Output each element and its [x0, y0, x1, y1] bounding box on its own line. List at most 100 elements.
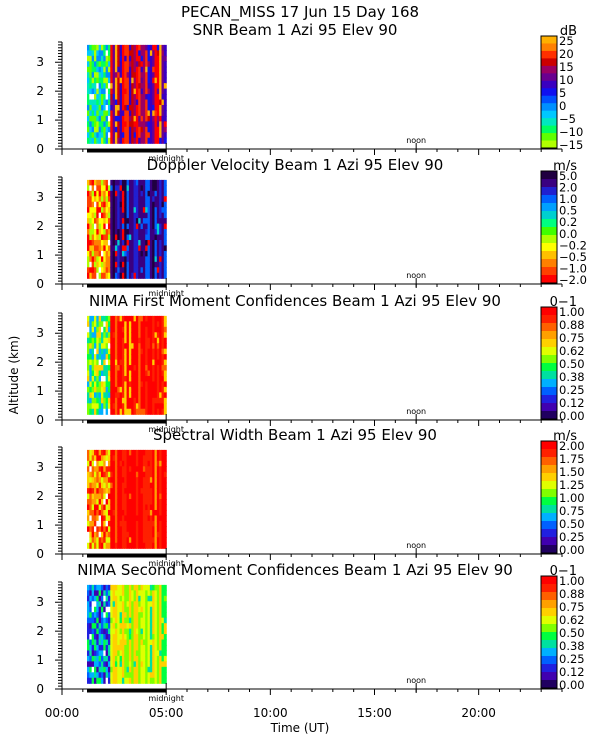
heatmap-cell — [149, 239, 153, 247]
heatmap-cell — [91, 612, 95, 619]
heatmap-cell — [145, 343, 149, 350]
heatmap-cell — [133, 250, 137, 257]
heatmap-cell — [112, 520, 116, 527]
colorbar-swatch — [541, 371, 557, 380]
heatmap-cell — [91, 628, 95, 635]
heatmap-cell — [147, 44, 151, 51]
heatmap-cell — [126, 83, 130, 90]
heatmap-cell — [119, 655, 123, 662]
heatmap-cell — [107, 229, 111, 236]
heatmap-cell — [156, 584, 160, 591]
heatmap-cell — [149, 66, 153, 73]
heatmap-cell — [105, 584, 109, 591]
colorbar-swatch — [541, 331, 557, 340]
heatmap-cell — [128, 386, 132, 393]
heatmap-cell — [96, 493, 100, 500]
colorbar-frame — [540, 306, 558, 420]
heatmap-cell — [161, 493, 165, 500]
heatmap-cell — [156, 617, 160, 624]
heatmap-cell — [156, 332, 160, 339]
heatmap-cell — [96, 595, 100, 602]
heatmap-cell — [154, 185, 158, 192]
heatmap-cell — [112, 590, 116, 597]
heatmap-cell — [149, 337, 153, 344]
heatmap-cell — [89, 44, 93, 51]
heatmap-cell — [159, 590, 163, 597]
heatmap-cell — [135, 408, 139, 415]
heatmap-cell — [112, 343, 116, 350]
heatmap-cell — [107, 77, 111, 84]
heatmap-cell — [114, 44, 118, 51]
heatmap-cell — [147, 460, 151, 467]
heatmap-cell — [117, 542, 121, 549]
heatmap-cell — [100, 381, 104, 388]
heatmap-cell — [107, 359, 111, 366]
heatmap-cell — [156, 218, 160, 225]
heatmap-cell — [154, 250, 158, 257]
heatmap-cell — [147, 612, 151, 619]
heatmap-cell — [124, 655, 128, 662]
heatmap-cell — [135, 94, 139, 101]
heatmap-cell — [126, 455, 130, 462]
heatmap-cell — [147, 515, 151, 522]
heatmap-cell — [114, 229, 118, 236]
heatmap-cell — [161, 354, 165, 361]
noon-label: noon — [406, 407, 426, 416]
heatmap-cell — [126, 628, 130, 635]
midnight-label: midnight — [148, 154, 184, 163]
heatmap-cell — [98, 460, 102, 467]
heatmap-cell — [100, 337, 104, 344]
heatmap-cell — [138, 386, 142, 393]
heatmap-cell — [89, 612, 93, 619]
heatmap-cell — [131, 408, 135, 415]
heatmap-cell — [93, 267, 97, 274]
heatmap-cell — [87, 375, 90, 383]
heatmap-cell — [103, 223, 107, 230]
heatmap-cell — [156, 381, 160, 388]
heatmap-cell — [124, 477, 128, 484]
heatmap-cell — [156, 466, 160, 473]
heatmap-cell — [117, 348, 121, 355]
heatmap-cell — [96, 584, 100, 591]
heatmap-cell — [87, 321, 90, 328]
heatmap-cell — [110, 628, 114, 635]
heatmap-cell — [96, 190, 100, 197]
heatmap-cell — [126, 408, 130, 415]
heatmap-cell — [163, 343, 167, 350]
heatmap-cell — [124, 261, 128, 268]
heatmap-cell — [138, 590, 142, 597]
heatmap-cell — [126, 245, 130, 252]
heatmap-cell — [93, 55, 97, 62]
y-tick-label: 1 — [36, 113, 44, 127]
heatmap-cell — [131, 509, 135, 517]
heatmap-cell — [142, 661, 146, 668]
heatmap-cell — [145, 515, 149, 522]
heatmap-cell — [161, 110, 165, 117]
heatmap-cell — [112, 601, 116, 608]
heatmap-cell — [124, 590, 128, 597]
heatmap-cell — [112, 121, 116, 128]
heatmap-cell — [110, 601, 114, 608]
heatmap-cell — [142, 515, 146, 522]
heatmap-cell — [152, 239, 156, 247]
heatmap-cell — [110, 354, 114, 361]
heatmap-cell — [128, 250, 132, 257]
heatmap-cell — [156, 66, 160, 73]
heatmap-cell — [87, 212, 90, 219]
heatmap-cell — [89, 449, 93, 456]
heatmap-cell — [138, 628, 142, 635]
heatmap-cell — [103, 83, 107, 90]
heatmap-cell — [89, 595, 93, 602]
heatmap-cell — [110, 403, 114, 410]
heatmap-cell — [103, 526, 107, 533]
heatmap-cell — [124, 408, 128, 415]
heatmap-cell — [112, 207, 116, 214]
heatmap-cell — [107, 332, 111, 339]
heatmap-cell — [149, 623, 153, 630]
heatmap-cell — [103, 110, 107, 117]
colorbar-unit: dB — [560, 24, 577, 39]
heatmap-cell — [145, 595, 149, 602]
heatmap-cell — [103, 115, 107, 122]
heatmap-cell — [128, 267, 132, 274]
heatmap-cell — [100, 471, 104, 478]
